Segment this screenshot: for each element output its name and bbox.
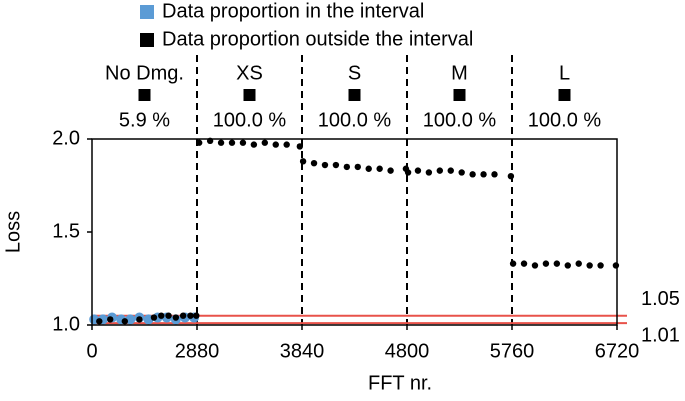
- data-point: [469, 171, 476, 178]
- segment-name: M: [451, 62, 468, 84]
- plot-frame: [91, 138, 618, 326]
- y-tick-label: 2.0: [52, 127, 80, 149]
- data-point: [387, 167, 394, 174]
- data-point: [172, 314, 180, 321]
- segment-marker: [453, 89, 466, 101]
- data-point: [217, 139, 225, 146]
- segment-name: L: [559, 62, 570, 84]
- segment-value: 100.0 %: [423, 109, 497, 131]
- data-point: [121, 318, 129, 325]
- data-point: [354, 163, 361, 171]
- data-point: [480, 171, 487, 178]
- data-point: [158, 312, 165, 319]
- segment-value: 100.0 %: [528, 109, 602, 131]
- segment-marker: [348, 89, 361, 101]
- data-point: [165, 312, 172, 319]
- data-point: [187, 312, 194, 319]
- x-tick-label: 4800: [385, 340, 430, 362]
- x-axis-label: FFT nr.: [368, 372, 432, 394]
- threshold-label: 1.05: [641, 288, 680, 310]
- data-point: [261, 139, 269, 146]
- segment-name: XS: [236, 62, 263, 84]
- data-point: [272, 141, 279, 148]
- segment-marker: [138, 89, 151, 101]
- data-point: [193, 312, 200, 319]
- segment-marker: [558, 89, 571, 101]
- data-point: [509, 260, 517, 267]
- data-point: [283, 141, 290, 148]
- data-point: [425, 169, 433, 176]
- x-tick-label: 6720: [595, 340, 640, 362]
- data-point: [136, 316, 143, 323]
- segment-value: 100.0 %: [318, 109, 392, 131]
- data-point: [575, 260, 582, 267]
- segment-marker: [243, 89, 256, 101]
- x-tick-label: 3840: [280, 340, 325, 362]
- data-point: [520, 260, 528, 267]
- data-point: [491, 171, 498, 178]
- data-point: [507, 173, 515, 180]
- legend-swatch: [140, 5, 154, 19]
- data-point: [179, 312, 187, 319]
- data-point: [365, 165, 372, 172]
- data-point: [296, 143, 304, 150]
- data-point: [447, 167, 454, 174]
- data-point: [586, 262, 593, 269]
- segment-value: 5.9 %: [119, 109, 170, 131]
- segment-value: 100.0 %: [213, 109, 287, 131]
- data-point: [96, 318, 103, 325]
- data-point: [597, 262, 604, 269]
- data-point: [195, 139, 203, 146]
- data-point: [553, 260, 561, 267]
- data-point: [107, 316, 114, 323]
- segment-name: No Dmg.: [105, 62, 184, 84]
- data-point: [239, 139, 247, 146]
- segment-name: S: [348, 62, 361, 84]
- legend-label: Data proportion outside the interval: [162, 28, 473, 50]
- y-axis-label: Loss: [2, 211, 24, 253]
- data-point: [376, 165, 383, 172]
- data-point: [612, 262, 620, 269]
- data-point: [228, 139, 236, 146]
- data-point: [310, 159, 318, 167]
- y-tick-label: 1.5: [52, 220, 80, 242]
- data-point: [404, 169, 412, 176]
- y-tick-label: 1.0: [52, 313, 80, 335]
- x-tick-label: 2880: [175, 340, 220, 362]
- data-point: [250, 141, 258, 148]
- threshold-label: 1.01: [641, 324, 680, 346]
- data-point: [542, 260, 550, 267]
- data-point: [299, 158, 307, 165]
- data-point: [564, 262, 571, 269]
- data-point: [150, 314, 158, 321]
- data-point: [458, 169, 465, 176]
- data-point: [343, 163, 351, 171]
- x-tick-label: 5760: [490, 340, 535, 362]
- x-tick-label: 0: [86, 340, 97, 362]
- data-point: [332, 161, 340, 169]
- data-point: [436, 167, 444, 174]
- legend-label: Data proportion in the interval: [162, 0, 424, 22]
- data-point: [414, 167, 422, 174]
- data-point: [531, 262, 539, 269]
- data-point: [321, 161, 329, 169]
- legend-swatch: [140, 33, 154, 47]
